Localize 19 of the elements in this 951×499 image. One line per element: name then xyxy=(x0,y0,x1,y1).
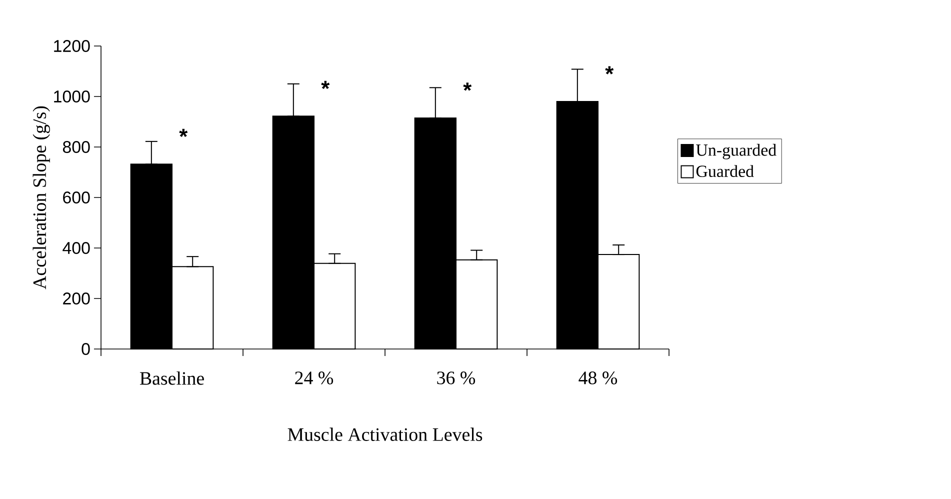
y-tick-label: 0 xyxy=(82,342,90,355)
y-tick-label: 600 xyxy=(63,191,90,204)
x-axis-title: Muscle Activation Levels xyxy=(288,428,482,441)
y-tick-label: 1000 xyxy=(54,90,90,102)
annotation: * xyxy=(463,82,472,91)
legend-label: Un-guarded xyxy=(696,144,776,160)
y-axis-title: Acceleration Slope (g/s) xyxy=(32,106,50,290)
x-tick-label: 24 % xyxy=(295,372,334,384)
legend-label: Guarded xyxy=(696,165,754,178)
annotation: * xyxy=(179,128,188,137)
x-tick-label: 48 % xyxy=(578,372,618,384)
y-tick-label: 200 xyxy=(63,292,90,304)
y-tick-label: 800 xyxy=(62,140,90,153)
y-tick-label: 400 xyxy=(62,242,90,254)
annotation: * xyxy=(605,66,614,74)
x-tick-label: 36 % xyxy=(437,372,476,384)
y-tick-label: 1200 xyxy=(54,40,90,52)
annotation: * xyxy=(321,80,330,90)
x-tick-label: Baseline xyxy=(140,372,204,385)
